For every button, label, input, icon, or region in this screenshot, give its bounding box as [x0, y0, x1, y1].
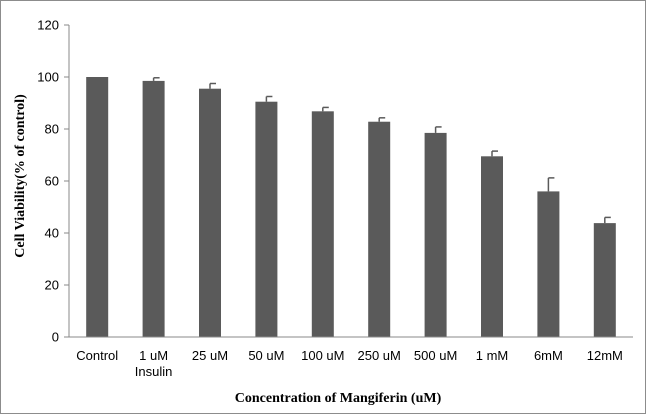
bar: [199, 88, 221, 337]
bar: [481, 156, 503, 337]
bar: [424, 132, 447, 337]
x-axis-title: Concentration of Mangiferin (uM): [235, 391, 442, 406]
x-tick-label: 6mM: [534, 348, 563, 363]
bar: [368, 121, 391, 337]
y-tick-label: 80: [45, 122, 59, 137]
x-tick-label: 100 uM: [301, 348, 344, 363]
bar: [311, 111, 334, 337]
y-tick-label: 40: [45, 226, 59, 241]
bar: [142, 80, 165, 338]
x-tick-label: Control: [76, 348, 118, 363]
x-tick-label: 250 uM: [358, 348, 401, 363]
x-tick-label: 12mM: [587, 348, 623, 363]
y-tick-label: 20: [45, 278, 59, 293]
bar: [537, 191, 560, 337]
x-tick-label: 25 uM: [192, 348, 228, 363]
error-bars: [152, 77, 611, 224]
x-tick-label: Insulin: [135, 364, 173, 379]
x-tick-label: 1 mM: [476, 348, 509, 363]
y-tick-label: 0: [52, 330, 59, 345]
y-tick-label: 120: [37, 18, 59, 33]
y-axis-ticks: 0 20 40 60 80 100 120: [37, 18, 69, 345]
y-axis-title: Cell Viability(% of control): [13, 94, 28, 258]
bar: [86, 77, 109, 337]
bar: [255, 101, 278, 337]
bars: [86, 77, 616, 338]
x-tick-label: 1 uM: [139, 348, 168, 363]
x-tick-label: 500 uM: [414, 348, 457, 363]
bar: [593, 223, 616, 337]
x-tick-label: 50 uM: [248, 348, 284, 363]
y-tick-label: 60: [45, 174, 59, 189]
y-tick-label: 100: [37, 70, 59, 85]
